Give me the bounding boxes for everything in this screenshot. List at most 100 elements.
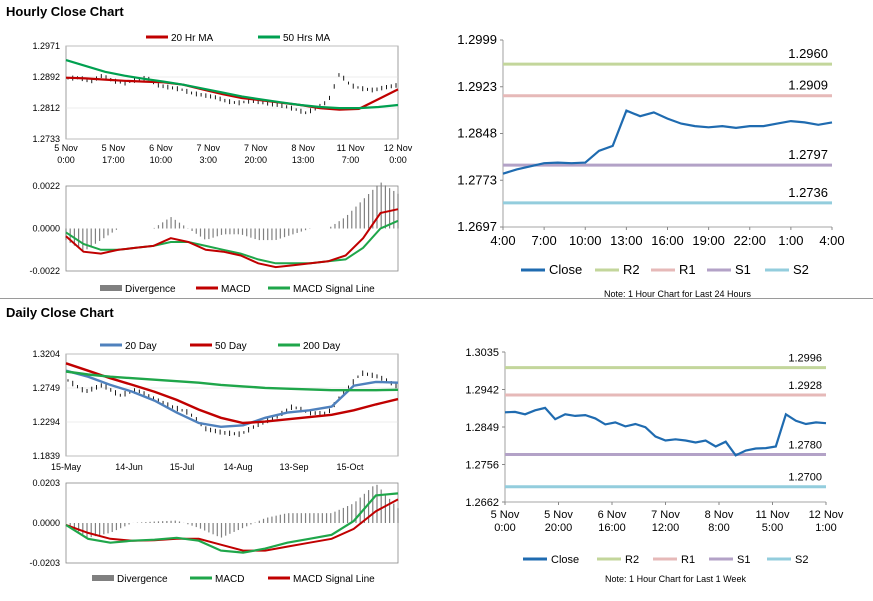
hourly-price-x-tick-time: 0:00 — [389, 155, 407, 165]
hourly-price-x-tick-time: 13:00 — [292, 155, 315, 165]
hourly-24h-note: Note: 1 Hour Chart for Last 24 Hours — [604, 289, 752, 299]
hourly-24h-legend-label-s1: S1 — [735, 262, 751, 277]
weekly-x-tick-time: 8:00 — [708, 522, 729, 534]
hourly-price-x-tick-time: 3:00 — [200, 155, 218, 165]
hourly-24h-x-tick: 19:00 — [692, 233, 725, 248]
weekly-y-tick: 1.2942 — [465, 385, 499, 397]
hourly-legend-50hr-label: 50 Hrs MA — [283, 33, 331, 44]
daily-price-series-200-day — [65, 370, 399, 392]
weekly-level-label-s2: 1.2700 — [788, 472, 822, 484]
hourly-24h-x-tick: 16:00 — [651, 233, 684, 248]
hourly-section-title: Hourly Close Chart — [6, 4, 124, 19]
weekly-x-tick-date: 6 Nov — [598, 509, 627, 521]
hourly-24h-y-tick: 1.2848 — [457, 126, 497, 141]
daily-price-x-tick: 15-May — [51, 462, 82, 472]
weekly-legend-label-r1: R1 — [681, 554, 695, 566]
hourly-price-series-50-hrs-ma — [65, 59, 399, 110]
weekly-x-tick-date: 5 Nov — [544, 509, 573, 521]
weekly-level-label-r2: 1.2996 — [788, 353, 822, 365]
hourly-24h-legend-label-r2: R2 — [623, 262, 640, 277]
hourly-macd-y-tick: -0.0022 — [29, 266, 60, 276]
weekly-x-tick-time: 16:00 — [598, 522, 626, 534]
weekly-x-tick-time: 0:00 — [494, 522, 515, 534]
weekly-level-label-r1: 1.2928 — [788, 380, 822, 392]
hourly-24h-x-tick: 22:00 — [733, 233, 766, 248]
hourly-macd-y-tick: 0.0000 — [32, 224, 60, 234]
hourly-macd-y-tick: 0.0022 — [32, 181, 60, 191]
hourly-macd-signal-line — [65, 219, 399, 265]
hourly-24h-x-tick: 4:00 — [819, 233, 844, 248]
hourly-24h-level-label-r1: 1.2909 — [788, 78, 828, 93]
daily-legend-20day-label: 20 Day — [125, 341, 157, 352]
hourly-legend-divergence-label: Divergence — [125, 284, 176, 295]
weekly-legend-label-s2: S2 — [795, 554, 808, 566]
hourly-price-x-tick-date: 8 Nov — [291, 143, 315, 153]
weekly-x-tick-date: 11 Nov — [755, 509, 790, 521]
hourly-24h-y-tick: 1.2999 — [457, 32, 497, 47]
weekly-y-tick: 1.3035 — [465, 347, 499, 359]
section-divider — [0, 298, 873, 299]
hourly-price-x-tick-date: 6 Nov — [149, 143, 173, 153]
daily-price-y-tick: 1.2749 — [32, 383, 60, 393]
hourly-24h-close-line — [502, 109, 833, 175]
weekly-y-tick: 1.2849 — [465, 422, 499, 434]
hourly-price-x-tick-time: 17:00 — [102, 155, 125, 165]
hourly-24h-y-tick: 1.2773 — [457, 172, 497, 187]
daily-price-y-tick: 1.2294 — [32, 417, 60, 427]
weekly-close-line — [504, 406, 827, 457]
weekly-x-tick-time: 20:00 — [545, 522, 573, 534]
daily-legend-divergence-label: Divergence — [117, 574, 168, 585]
daily-price-y-tick: 1.3204 — [32, 349, 60, 359]
hourly-24h-y-tick: 1.2697 — [457, 219, 497, 234]
hourly-24h-level-label-r2: 1.2960 — [788, 46, 828, 61]
hourly-24h-x-tick: 13:00 — [610, 233, 643, 248]
daily-legend-signal-label: MACD Signal Line — [293, 574, 375, 585]
hourly-price-series-20-hr-ma — [65, 76, 399, 111]
weekly-legend-label-s1: S1 — [737, 554, 750, 566]
hourly-price-x-tick-date: 5 Nov — [54, 143, 78, 153]
hourly-price-x-tick-date: 7 Nov — [197, 143, 221, 153]
weekly-legend-label-close: Close — [551, 554, 579, 566]
hourly-price-x-tick-date: 12 Nov — [384, 143, 413, 153]
daily-macd-y-tick: 0.0000 — [32, 518, 60, 528]
daily-price-x-tick: 14-Aug — [223, 462, 252, 472]
daily-macd-signal-line — [65, 498, 399, 552]
hourly-24h-legend-label-close: Close — [549, 262, 582, 277]
daily-macd-y-tick: -0.0203 — [29, 558, 60, 568]
hourly-price-x-tick-time: 7:00 — [342, 155, 360, 165]
daily-price-x-tick: 15-Jul — [170, 462, 195, 472]
hourly-24h-legend-label-s2: S2 — [793, 262, 809, 277]
daily-price-x-tick: 15-Oct — [336, 462, 364, 472]
hourly-24h-x-tick: 10:00 — [569, 233, 602, 248]
weekly-level-label-s1: 1.2780 — [788, 440, 822, 452]
daily-price-y-tick: 1.1839 — [32, 451, 60, 461]
daily-price-x-tick: 13-Sep — [279, 462, 308, 472]
hourly-24h-x-tick: 4:00 — [490, 233, 515, 248]
hourly-24h-y-tick: 1.2923 — [457, 79, 497, 94]
hourly-price-x-tick-date: 11 Nov — [337, 143, 365, 153]
weekly-x-tick-time: 12:00 — [652, 522, 680, 534]
weekly-x-tick-date: 5 Nov — [491, 509, 520, 521]
hourly-price-y-tick: 1.2971 — [32, 41, 60, 51]
hourly-price-y-tick: 1.2812 — [32, 103, 60, 113]
daily-price-x-tick: 14-Jun — [115, 462, 143, 472]
hourly-legend-signal-label: MACD Signal Line — [293, 284, 375, 295]
hourly-macd-line — [65, 208, 399, 269]
hourly-price-plot-area — [65, 45, 399, 140]
hourly-legend-20hr-label: 20 Hr MA — [171, 33, 214, 44]
hourly-24h-level-label-s1: 1.2797 — [788, 147, 828, 162]
hourly-price-x-tick-time: 0:00 — [57, 155, 75, 165]
weekly-legend-label-r2: R2 — [625, 554, 639, 566]
weekly-x-tick-time: 1:00 — [815, 522, 836, 534]
hourly-price-y-tick: 1.2892 — [32, 72, 60, 82]
weekly-y-tick: 1.2756 — [465, 460, 499, 472]
daily-price-series-20-day — [65, 369, 399, 429]
hourly-24h-x-tick: 1:00 — [778, 233, 803, 248]
weekly-x-tick-date: 8 Nov — [705, 509, 734, 521]
weekly-y-tick: 1.2662 — [465, 497, 499, 509]
daily-section-title: Daily Close Chart — [6, 305, 114, 320]
weekly-x-tick-date: 7 Nov — [651, 509, 680, 521]
hourly-price-x-tick-time: 20:00 — [244, 155, 267, 165]
weekly-x-tick-date: 12 Nov — [809, 509, 844, 521]
